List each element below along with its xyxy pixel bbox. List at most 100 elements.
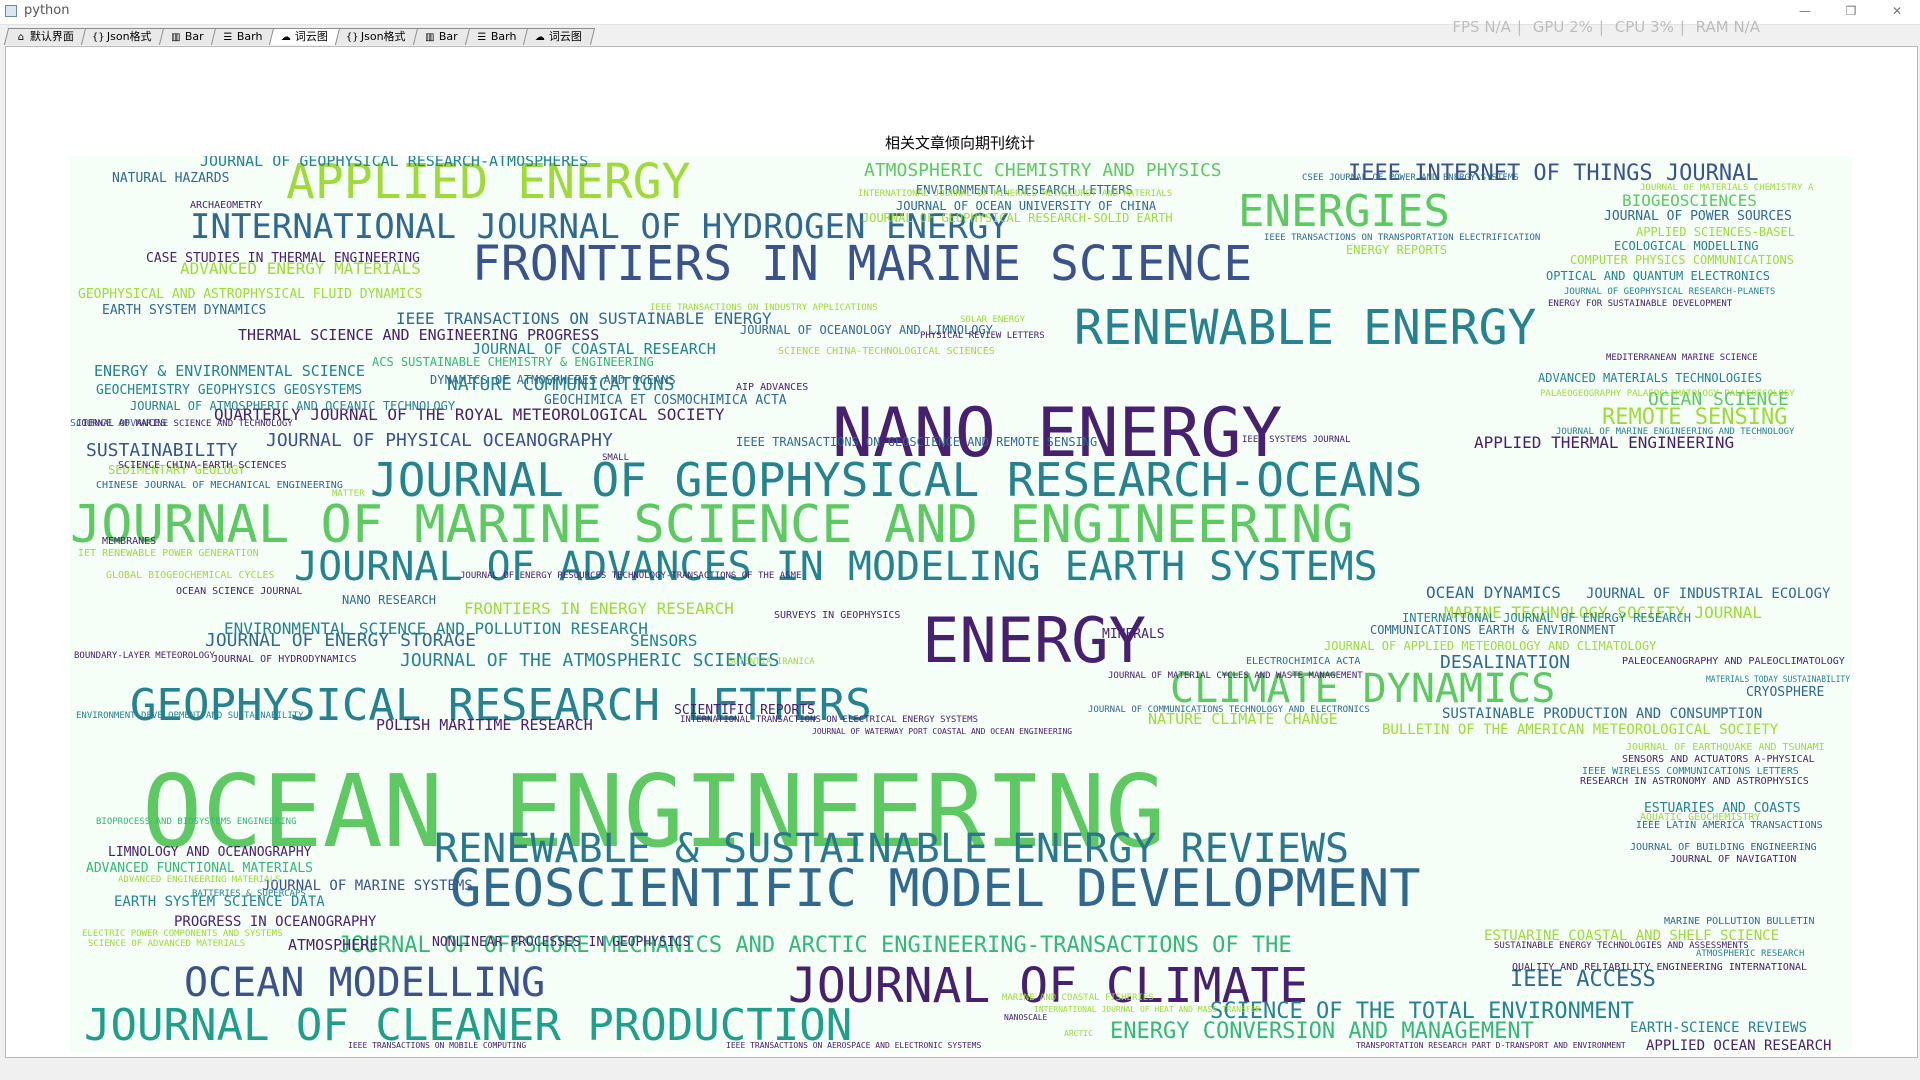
word-107: IEEE LATIN AMERICA TRANSACTIONS: [1636, 820, 1823, 831]
word-59: EARTH-SCIENCE REVIEWS: [1630, 1020, 1807, 1036]
word-74: JOURNAL OF OCEANOLOGY AND LIMNOLOGY: [740, 323, 994, 337]
word-19: IEEE INTERNET OF THINGS JOURNAL: [1348, 161, 1759, 186]
word-142: IEEE TRANSACTIONS ON INDUSTRY APPLICATIO…: [650, 303, 878, 313]
minimize-button[interactable]: —: [1782, 0, 1828, 24]
word-94: AIP ADVANCES: [736, 382, 808, 393]
word-36: FRONTIERS IN ENERGY RESEARCH: [464, 599, 734, 618]
tab-content: ☰ Barh: [221, 28, 262, 46]
word-13: JOURNAL OF ADVANCES IN MODELING EARTH SY…: [294, 544, 1378, 590]
performance-overlay: FPS N/A | GPU 2% | CPU 3% | RAM N/A: [1452, 18, 1760, 36]
word-118: JOURNAL OF MATERIAL CYCLES AND WASTE MAN…: [1108, 671, 1363, 681]
restore-button[interactable]: ❐: [1828, 0, 1874, 24]
word-12: ENERGIES: [1238, 186, 1450, 237]
word-28: REMOTE SENSING: [1602, 405, 1787, 430]
word-97: ARCHAEOMETRY: [190, 200, 262, 211]
tab-content: ▥ Bar: [170, 28, 204, 46]
word-3: JOURNAL OF MARINE SCIENCE AND ENGINEERIN…: [70, 495, 1354, 555]
word-66: GEOCHIMICA ET COSMOCHIMICA ACTA: [544, 393, 787, 408]
word-34: MARINE TECHNOLOGY SOCIETY JOURNAL: [1444, 603, 1762, 622]
braces-icon: {}: [345, 32, 359, 43]
tab-6[interactable]: ▥ Bar: [412, 28, 471, 45]
word-39: QUARTERLY JOURNAL OF THE ROYAL METEOROLO…: [214, 405, 725, 424]
barh-chart-icon: ☰: [476, 32, 486, 43]
word-26: JOURNAL OF PHYSICAL OCEANOGRAPHY: [266, 430, 613, 451]
barh-chart-icon: ☰: [222, 32, 232, 43]
word-23: NATURE COMMUNICATIONS: [447, 374, 675, 395]
tab-label: 默认界面: [29, 30, 74, 43]
word-49: BULLETIN OF THE AMERICAN METEOROLOGICAL …: [1382, 722, 1779, 738]
word-31: DESALINATION: [1440, 652, 1570, 673]
word-57: ADVANCED FUNCTIONAL MATERIALS: [86, 861, 313, 876]
word-38: APPLIED THERMAL ENGINEERING: [1474, 433, 1734, 452]
close-icon: ✕: [1891, 4, 1903, 18]
word-92: IET RENEWABLE POWER GENERATION: [78, 548, 259, 559]
word-21: ENERGY CONVERSION AND MANAGEMENT: [1110, 1019, 1534, 1044]
close-button[interactable]: ✕: [1874, 0, 1920, 24]
word-130: ADVANCED ENGINEERING MATERIALS: [118, 875, 281, 885]
word-40: JOURNAL OF GEOPHYSICAL RESEARCH-ATMOSPHE…: [200, 156, 588, 170]
word-95: SCIENCE ADVANCES: [70, 418, 166, 429]
word-91: NANO RESEARCH: [342, 593, 436, 607]
word-75: JOURNAL OF OCEAN UNIVERSITY OF CHINA: [896, 199, 1157, 213]
title-bar: python FPS N/A | GPU 2% | CPU 3% | RAM N/A …: [0, 0, 1920, 36]
word-71: JOURNAL OF ATMOSPHERIC AND OCEANIC TECHN…: [130, 399, 456, 413]
word-87: INTERNATIONAL JOURNAL OF ENERGY RESEARCH: [1402, 611, 1691, 625]
word-56: NONLINEAR PROCESSES IN GEOPHYSICS: [432, 935, 690, 950]
tab-label: Barh: [490, 30, 517, 43]
word-64: SCIENTIFIC REPORTS: [674, 703, 815, 718]
tab-label: 词云图: [294, 30, 328, 43]
word-80: APPLIED SCIENCES-BASEL: [1636, 225, 1795, 239]
tab-3[interactable]: ☰ Barh: [210, 28, 276, 46]
word-146: JOURNAL OF MATERIALS CHEMISTRY A: [1640, 183, 1814, 193]
word-82: COMPUTER PHYSICS COMMUNICATIONS: [1570, 253, 1794, 267]
word-128: MATERIALS TODAY SUSTAINABILITY: [1706, 675, 1851, 685]
word-76: ENVIRONMENTAL RESEARCH LETTERS: [916, 183, 1133, 197]
word-90: CHINESE JOURNAL OF MECHANICAL ENGINEERIN…: [96, 480, 343, 491]
word-124: MEDITERRANEAN MARINE SCIENCE: [1606, 353, 1758, 363]
word-103: RESEARCH IN ASTRONOMY AND ASTROPHYSICS: [1580, 776, 1809, 787]
word-93: JOURNAL OF HYDRODYNAMICS: [212, 654, 357, 665]
word-41: ADVANCED ENERGY MATERIALS: [180, 259, 421, 278]
tab-0[interactable]: ⌂ 默认界面: [3, 28, 88, 46]
word-43: ENERGY & ENVIRONMENTAL SCIENCE: [94, 362, 365, 380]
word-132: ELECTRIC POWER COMPONENTS AND SYSTEMS: [82, 929, 282, 939]
chart-title: 相关文章倾向期刊统计: [884, 134, 1035, 152]
tab-5[interactable]: {} Json格式: [334, 28, 419, 45]
word-134: MARINE AND COASTAL FISHERIES: [1002, 993, 1154, 1003]
tab-label: Json格式: [360, 30, 406, 43]
tab-2[interactable]: ▥ Bar: [158, 28, 217, 46]
word-111: JOURNAL OF EARTHQUAKE AND TSUNAMI: [1626, 742, 1825, 753]
word-73: ACS SUSTAINABLE CHEMISTRY & ENGINEERING: [372, 355, 654, 369]
tab-4[interactable]: ☁ 词云图: [268, 28, 342, 45]
word-44: JOURNAL OF COASTAL RESEARCH: [472, 340, 716, 358]
word-29: OCEAN SCIENCE: [1648, 389, 1789, 410]
word-10: GEOPHYSICAL RESEARCH LETTERS: [130, 680, 872, 731]
tab-content: ⌂ 默认界面: [15, 28, 74, 46]
word-84: ENERGY REPORTS: [1346, 243, 1447, 257]
word-105: JOURNAL OF BUILDING ENGINEERING: [1630, 842, 1817, 853]
word-15: OCEAN MODELLING: [184, 960, 545, 1006]
tab-label: Bar: [438, 30, 458, 43]
word-9: JOURNAL OF GEOPHYSICAL RESEARCH-OCEANS: [370, 453, 1422, 507]
cloud-icon: ☁: [535, 32, 546, 43]
tab-7[interactable]: ☰ Barh: [464, 28, 530, 46]
app-window-icon: [5, 5, 17, 17]
word-61: ESTUARIES AND COASTS: [1644, 801, 1801, 816]
word-7: RENEWABLE ENERGY: [1074, 300, 1536, 356]
tab-1[interactable]: {} Json格式: [80, 28, 165, 45]
word-117: JOURNAL OF COMMUNICATIONS TECHNOLOGY AND…: [1088, 705, 1370, 715]
cpu-readout: CPU 3%: [1614, 18, 1674, 36]
word-78: IEEE TRANSACTIONS ON GEOSCIENCE AND REMO…: [736, 435, 1097, 449]
word-113: GLOBAL BIOGEOCHEMICAL CYCLES: [106, 570, 275, 581]
tab-bar: ⌂ 默认界面{} Json格式 ▥ Bar ☰ Barh ☁ 词云图{} Json格式 ▥ Bar ☰ B…: [3, 28, 596, 46]
tab-8[interactable]: ☁ 词云图: [523, 28, 596, 45]
word-53: PROGRESS IN OCEANOGRAPHY: [174, 914, 377, 930]
word-77: JOURNAL OF GEOPHYSICAL RESEARCH-SOLID EA…: [862, 211, 1173, 225]
word-63: MINERALS: [1102, 627, 1165, 642]
word-68: NATURAL HAZARDS: [112, 171, 229, 186]
tab-content: ☰ Barh: [475, 28, 516, 46]
word-106: JOURNAL OF NAVIGATION: [1670, 854, 1796, 865]
word-104: SENSORS AND ACTUATORS A-PHYSICAL: [1622, 754, 1815, 765]
word-5: APPLIED ENERGY: [286, 156, 691, 210]
